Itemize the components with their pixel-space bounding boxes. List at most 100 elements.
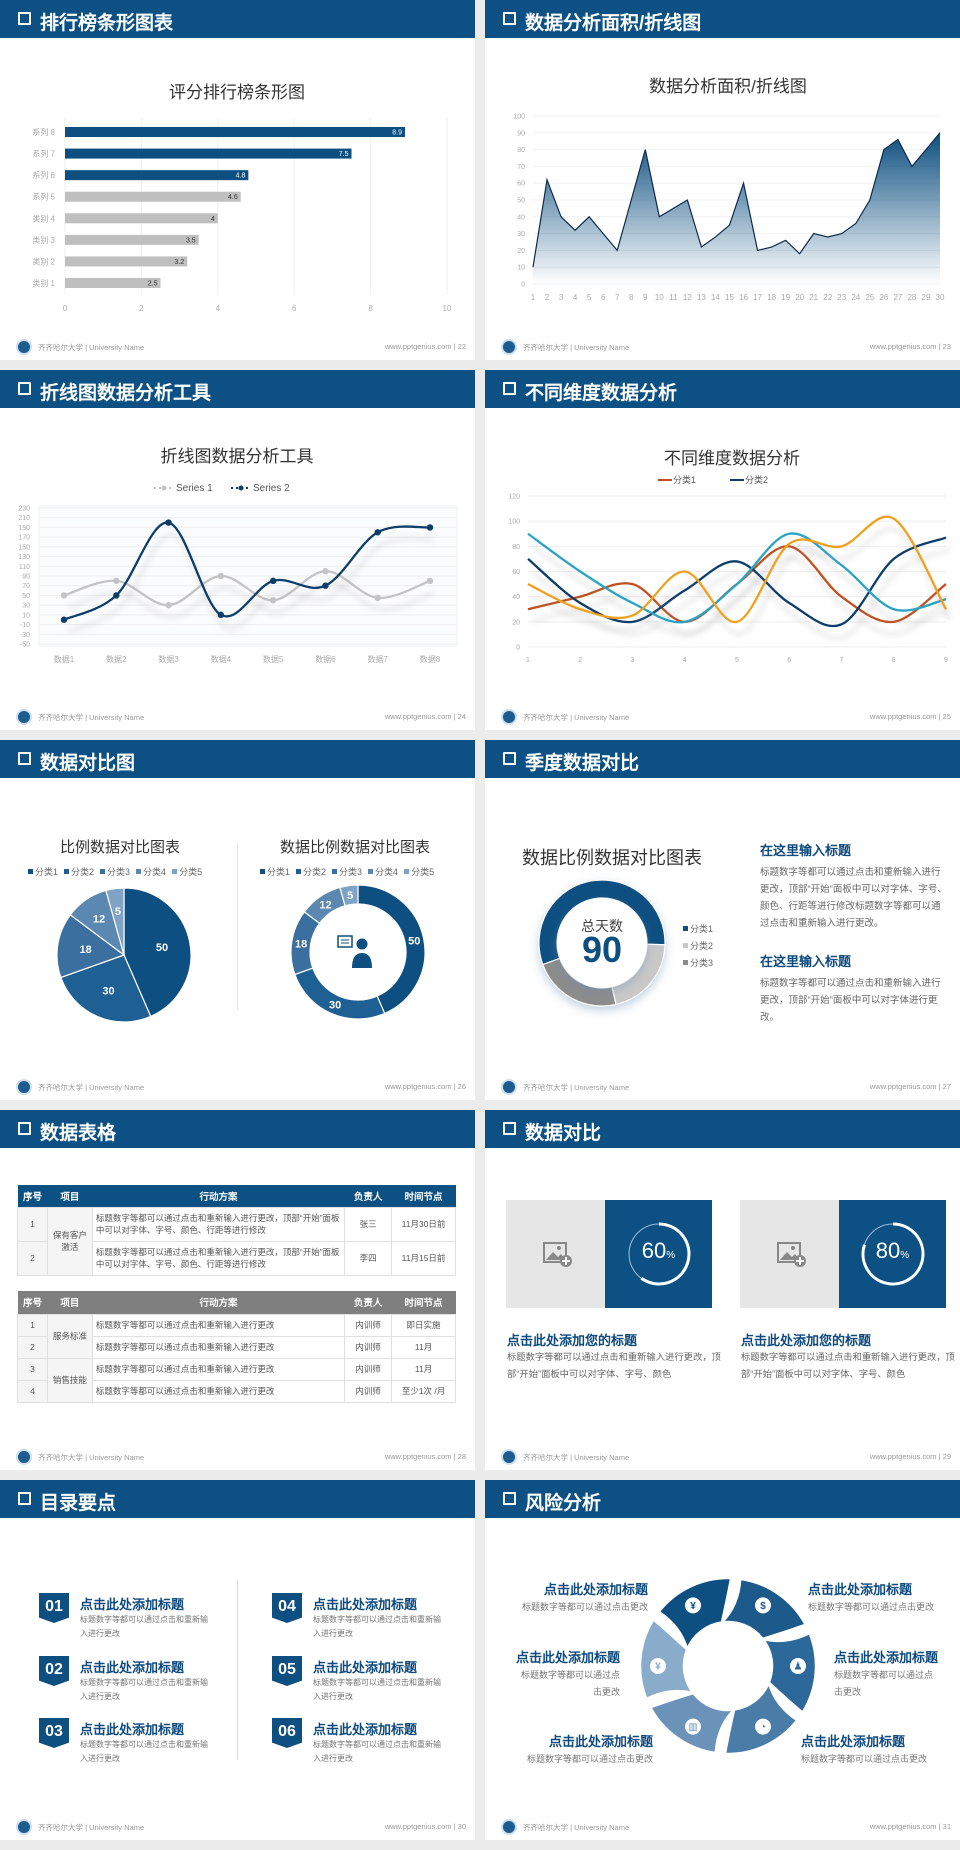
percent-number: 80 bbox=[875, 1238, 901, 1263]
add-image-icon[interactable] bbox=[543, 1242, 573, 1268]
slide-pie-compare: 数据对比图 比例数据对比图表 数据比例数据对比图表 分类1 分类2 分类3 分类4 分类… bbox=[0, 740, 475, 1100]
image-placeholder[interactable] bbox=[506, 1200, 605, 1308]
table-row: 1 服务标准 标题数字等都可以通过点击和重新输入进行更改 内训师 即日实施 bbox=[17, 1313, 456, 1359]
chart-title: 数据比例数据对比图表 bbox=[522, 848, 702, 868]
item-title[interactable]: 点击此处添加标题 bbox=[313, 1722, 418, 1737]
slide-header: 数据对比图 bbox=[0, 740, 475, 778]
slide-quarter-compare: 季度数据对比 数据比例数据对比图表 总天数 90 分类1 分类2 分类3 在这里输入… bbox=[485, 740, 960, 1100]
item-title[interactable]: 点击此处添加标题 bbox=[80, 1597, 185, 1612]
slice-label: 50 bbox=[408, 935, 420, 947]
category-label: 类别 3 bbox=[32, 235, 55, 245]
item-title[interactable]: 点击此处添加标题 bbox=[80, 1660, 185, 1675]
x-tick-label: 23 bbox=[837, 293, 846, 302]
item-title[interactable]: 点击此处添加标题 bbox=[80, 1722, 185, 1737]
footer-school: 齐齐哈尔大学 | University Name bbox=[38, 343, 145, 352]
number-badge: 02 bbox=[39, 1656, 69, 1686]
risk-title[interactable]: 点击此处添加标题 bbox=[548, 1734, 653, 1749]
pie-charts: 50 30 18 12 5 50 30 18 12 5 bbox=[56, 884, 426, 1023]
risk-title[interactable]: 点击此处添加标题 bbox=[834, 1650, 939, 1665]
action-table-2: 序号 项目 行动方案 负责人 时间节点 1 服务标准 标题数字等都可以通过点击和重新输入进行… bbox=[17, 1291, 456, 1403]
bar bbox=[65, 278, 161, 288]
checkbox-icon bbox=[503, 12, 516, 25]
legend-swatch bbox=[28, 869, 33, 874]
slice-label: 12 bbox=[319, 900, 331, 912]
footer-site: www.pptgenius.com | 25 bbox=[869, 712, 951, 721]
x-tick-label: 10 bbox=[655, 293, 664, 302]
x-tick-label: 20 bbox=[795, 293, 804, 302]
col-header: 行动方案 bbox=[199, 1298, 238, 1310]
risk-title[interactable]: 点击此处添加标题 bbox=[801, 1734, 906, 1749]
legend-label: 分类5 bbox=[411, 867, 435, 877]
slide-header: 排行榜条形图表 bbox=[0, 0, 475, 38]
y-tick-label: 40 bbox=[512, 594, 520, 601]
card-text: 标题数字等都可以通过点击和重新输入进行更改，顶部“开始”面板中可以对字体、字号、… bbox=[741, 1352, 955, 1379]
x-tick-label: 1 bbox=[526, 657, 530, 664]
svg-text:¥: ¥ bbox=[655, 1662, 661, 1673]
risk-text: 标题数字等都可以通过点击更改 bbox=[834, 1670, 934, 1697]
risk-title[interactable]: 点击此处添加标题 bbox=[808, 1582, 913, 1597]
cell: 标题数字等都可以通过点击和重新输入进行更改 bbox=[91, 1379, 346, 1403]
series-line bbox=[63, 521, 431, 621]
x-tick-label: 2 bbox=[578, 657, 582, 664]
slide-title: 数据表格 bbox=[40, 1123, 117, 1144]
data-point bbox=[269, 597, 277, 604]
footer-school: 齐齐哈尔大学 | University Name bbox=[38, 1823, 145, 1832]
table-header: 序号 项目 行动方案 负责人 时间节点 bbox=[17, 1185, 456, 1207]
legend-marker bbox=[238, 485, 244, 491]
y-tick-label: -30 bbox=[20, 632, 30, 639]
number-badge: 03 bbox=[39, 1718, 69, 1748]
table-header: 序号 项目 行动方案 负责人 时间节点 bbox=[17, 1291, 456, 1314]
site-url: www.pptgenius.com bbox=[869, 1452, 937, 1461]
add-image-icon[interactable] bbox=[777, 1242, 807, 1268]
legend-label: 分类1 bbox=[267, 867, 291, 877]
bar bbox=[65, 148, 352, 159]
y-tick-label: 130 bbox=[18, 554, 30, 561]
y-tick-label: 50 bbox=[22, 593, 30, 600]
x-tick-label: 11 bbox=[669, 293, 678, 302]
image-placeholder[interactable] bbox=[740, 1200, 839, 1308]
cell: 销售技能 bbox=[46, 1357, 93, 1403]
site-url: www.pptgenius.com bbox=[384, 342, 452, 351]
legend-item: 分类4 bbox=[362, 867, 398, 877]
x-tick-label: 8 bbox=[368, 304, 373, 313]
cell: 标题数字等都可以通过点击和重新输入进行更改 bbox=[91, 1313, 346, 1337]
col-header: 时间节点 bbox=[404, 1298, 443, 1310]
risk-title[interactable]: 点击此处添加标题 bbox=[515, 1650, 620, 1665]
progress-ring bbox=[861, 1222, 925, 1286]
cell: 服务标准 bbox=[46, 1313, 93, 1359]
legend-item: 分类1 bbox=[22, 867, 58, 877]
x-tick-label: 4 bbox=[216, 304, 221, 313]
slide-contents: 目录要点 齐齐哈尔大学 | University Name www.pptgen… bbox=[0, 1480, 475, 1840]
category-label: 类别 4 bbox=[32, 213, 55, 223]
item-title[interactable]: 点击此处添加标题 bbox=[313, 1597, 418, 1612]
y-tick-label: 60 bbox=[517, 181, 525, 188]
legend-item: 分类3 bbox=[94, 867, 130, 877]
y-tick-label: 190 bbox=[18, 525, 30, 532]
category-label: 类别 1 bbox=[32, 278, 55, 288]
category-label: 系列 5 bbox=[32, 192, 55, 202]
site-url: www.pptgenius.com bbox=[384, 1082, 452, 1091]
progress-panel: 80% bbox=[839, 1200, 946, 1308]
chart-title: 评分排行榜条形图 bbox=[169, 83, 305, 102]
data-point bbox=[322, 582, 329, 589]
footer-site: www.pptgenius.com | 27 bbox=[869, 1082, 951, 1091]
risk-title[interactable]: 点击此处添加标题 bbox=[543, 1582, 648, 1597]
donut-legend: 分类1 分类2 分类3 bbox=[677, 921, 713, 972]
bar-value-label: 8.9 bbox=[392, 130, 402, 137]
risk-text: 标题数字等都可以通过点击更改 bbox=[808, 1602, 935, 1612]
slide-header: 数据分析面积/折线图 bbox=[485, 0, 960, 38]
x-tick-label: 2 bbox=[545, 293, 550, 302]
legend-swatch bbox=[683, 926, 688, 931]
y-tick-label: 0 bbox=[516, 645, 520, 652]
data-point bbox=[374, 594, 381, 602]
progress-value: 80% bbox=[839, 1238, 946, 1264]
bar-value-label: 4 bbox=[211, 216, 215, 223]
cell: 内训师 bbox=[344, 1313, 393, 1337]
university-seal-icon bbox=[16, 1819, 32, 1835]
donut-chart bbox=[538, 879, 666, 1007]
data-point bbox=[426, 524, 434, 531]
item-title[interactable]: 点击此处添加标题 bbox=[313, 1660, 418, 1675]
x-tick-label: 7 bbox=[840, 657, 844, 664]
bar bbox=[65, 191, 241, 202]
